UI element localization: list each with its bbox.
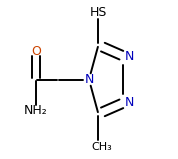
Text: O: O	[31, 45, 41, 58]
Text: N: N	[125, 50, 134, 63]
Text: N: N	[125, 96, 134, 109]
Text: NH₂: NH₂	[24, 104, 48, 117]
Text: CH₃: CH₃	[91, 142, 112, 152]
Text: HS: HS	[90, 6, 107, 19]
Text: N: N	[84, 73, 94, 86]
